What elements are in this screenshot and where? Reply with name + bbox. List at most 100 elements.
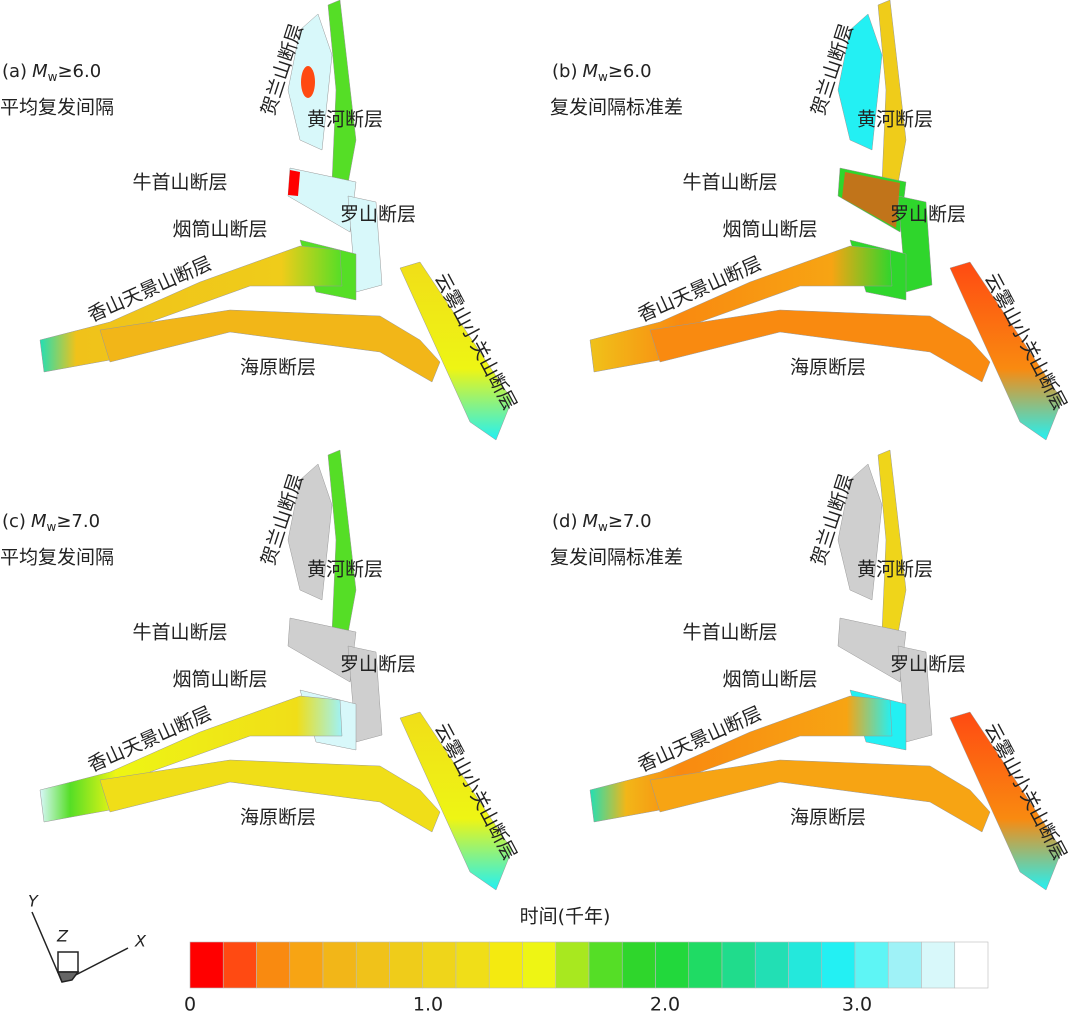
- fault-name: 罗山断层: [890, 204, 966, 226]
- magnitude-symbol: M: [32, 61, 48, 82]
- colorbar-swatch: [688, 941, 723, 989]
- fault-surface: [99, 759, 441, 833]
- fault-name: 黄河断层: [857, 109, 933, 131]
- axis-label-x: X: [134, 932, 147, 951]
- panel-subtitle: 复发间隔标准差: [550, 547, 683, 569]
- fault-surface: [949, 261, 1063, 441]
- y-axis-arrow: [31, 911, 63, 983]
- fault-surface: [837, 13, 883, 151]
- colorbar-swatch: [555, 941, 590, 989]
- fault-name: 黄河断层: [307, 559, 383, 581]
- fault-surface: [399, 261, 513, 441]
- panel-label: (d) Mw≥7.0: [552, 511, 652, 534]
- fault-surface: [837, 617, 907, 683]
- fault-surface: [287, 167, 357, 233]
- colorbar-swatch: [854, 941, 889, 989]
- colorbar-swatch: [189, 941, 224, 989]
- fault-surface: [99, 309, 441, 383]
- colorbar-swatch: [322, 941, 357, 989]
- fault-name: 罗山断层: [340, 204, 416, 226]
- colorbar-swatch: [887, 941, 922, 989]
- fault-surface: [399, 711, 513, 891]
- panel-subtitle: 平均复发间隔: [0, 547, 114, 569]
- colorbar-swatch: [921, 941, 956, 989]
- colorbar-tick-label: 0: [184, 994, 196, 1016]
- panel-subtitle: 平均复发间隔: [0, 97, 114, 119]
- magnitude-threshold: ≥7.0: [608, 511, 652, 532]
- colorbar-tick-label: 1.0: [413, 994, 443, 1016]
- colorbar-tick-label: 2.0: [650, 994, 680, 1016]
- colorbar-swatch: [655, 941, 690, 989]
- colorbar-swatch: [289, 941, 324, 989]
- fault-name: 罗山断层: [890, 654, 966, 676]
- fault-surface: [287, 617, 357, 683]
- magnitude-subscript: w: [598, 70, 608, 84]
- fault-name: 烟筒山断层: [722, 669, 817, 691]
- magnitude-subscript: w: [48, 70, 58, 84]
- fault-name: 烟筒山断层: [172, 669, 267, 691]
- magnitude-threshold: ≥6.0: [608, 61, 652, 82]
- fault-surface: [877, 449, 907, 651]
- colorbar-swatch: [522, 941, 557, 989]
- z-cube-shade: [56, 971, 80, 983]
- magnitude-threshold: ≥6.0: [57, 61, 101, 82]
- colorbar-swatch: [588, 941, 623, 989]
- panel-letter: (b): [552, 61, 577, 82]
- axis-label-z: Z: [56, 927, 69, 946]
- magnitude-symbol: M: [582, 61, 598, 82]
- colorbar: [189, 941, 989, 989]
- colorbar-swatch: [488, 941, 523, 989]
- hotspot: [842, 172, 900, 228]
- colorbar-swatch: [355, 941, 390, 989]
- fault-surface: [327, 449, 357, 651]
- fault-surface: [649, 309, 991, 383]
- colorbar-swatch: [422, 941, 457, 989]
- colorbar-swatch: [788, 941, 823, 989]
- colorbar-tick-label: 3.0: [842, 994, 872, 1016]
- fault-surface: [287, 463, 333, 601]
- magnitude-symbol: M: [582, 511, 598, 532]
- fault-name: 海原断层: [790, 357, 866, 379]
- fault-name: 罗山断层: [340, 654, 416, 676]
- panel-letter: (a): [2, 61, 27, 82]
- fault-name: 牛首山断层: [132, 172, 227, 194]
- colorbar-swatch: [954, 941, 989, 989]
- panel-label: (a) Mw≥6.0: [2, 61, 101, 84]
- colorbar-title: 时间(千年): [520, 906, 611, 928]
- panel-label: (c) Mw≥7.0: [2, 511, 100, 534]
- fault-surface: [949, 711, 1063, 891]
- fault-name: 牛首山断层: [682, 172, 777, 194]
- fault-name: 黄河断层: [307, 109, 383, 131]
- fault-name: 黄河断层: [857, 559, 933, 581]
- hotspot: [301, 66, 315, 98]
- z-cube: [57, 951, 79, 973]
- panel-letter: (d): [552, 511, 577, 532]
- colorbar-swatch: [721, 941, 756, 989]
- hotspot: [288, 170, 300, 196]
- axis-label-y: Y: [28, 892, 39, 911]
- panel-label: (b) Mw≥6.0: [552, 61, 652, 84]
- fault-name: 海原断层: [240, 357, 316, 379]
- fault-surface: [837, 463, 883, 601]
- fault-surface: [877, 0, 907, 201]
- fault-name: 烟筒山断层: [172, 219, 267, 241]
- fault-surface: [327, 0, 357, 201]
- colorbar-swatch: [754, 941, 789, 989]
- fault-name: 海原断层: [790, 807, 866, 829]
- colorbar-swatch: [256, 941, 291, 989]
- panel-letter: (c): [2, 511, 26, 532]
- fault-name: 牛首山断层: [682, 622, 777, 644]
- colorbar-swatch: [621, 941, 656, 989]
- colorbar-swatch: [389, 941, 424, 989]
- fault-surface: [649, 759, 991, 833]
- colorbar-swatch: [222, 941, 257, 989]
- magnitude-threshold: ≥7.0: [56, 511, 100, 532]
- fault-name: 牛首山断层: [132, 622, 227, 644]
- magnitude-subscript: w: [598, 520, 608, 534]
- fault-name: 海原断层: [240, 807, 316, 829]
